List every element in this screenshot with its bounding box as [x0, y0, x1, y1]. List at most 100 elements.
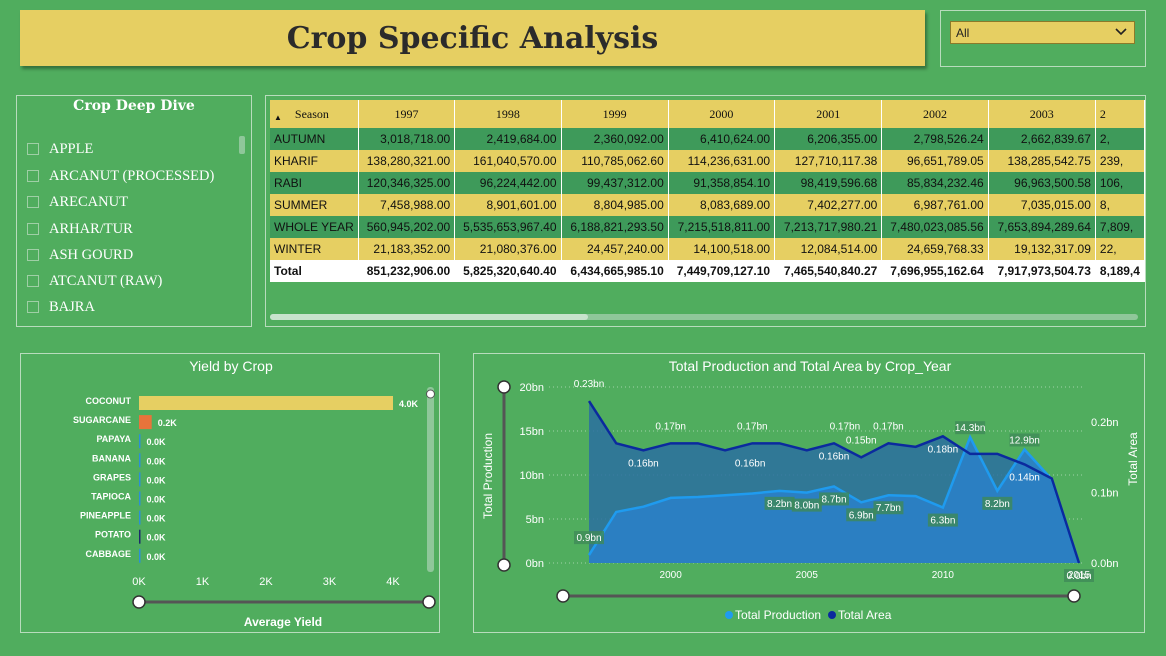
- y-zoom-handle-bottom[interactable]: [497, 558, 511, 572]
- table-cell: 7,653,894,289.64: [988, 216, 1096, 238]
- zoom-slider-handle-start[interactable]: [132, 595, 146, 609]
- table-cell: 106,: [1095, 172, 1145, 194]
- checkbox[interactable]: [27, 170, 39, 182]
- table-cell: 138,285,542.75: [988, 150, 1096, 172]
- slicer-item[interactable]: ATCANUT (RAW): [27, 270, 162, 292]
- data-label-area: 0.17bn: [830, 421, 861, 432]
- year-header[interactable]: 1998: [454, 100, 562, 128]
- label-bg: [764, 496, 795, 510]
- series-line-area[interactable]: [587, 400, 1081, 564]
- scroll-handle[interactable]: [426, 389, 435, 399]
- data-label: 0.0K: [147, 552, 167, 562]
- series-line-production[interactable]: [587, 434, 1081, 564]
- x-tick-label: 2010: [932, 570, 955, 581]
- slicer-item[interactable]: ARCANUT (PROCESSED): [27, 165, 214, 187]
- yield-by-crop-panel: Yield by Crop COCONUT 4.0K SUGARCANE 0.2K PA…: [20, 353, 440, 633]
- y-tick-label: 5bn: [526, 514, 544, 526]
- year-header[interactable]: 1999: [561, 100, 669, 128]
- table-row[interactable]: WINTER 21,183,352.00 21,080,376.00 24,457,2…: [270, 238, 1145, 260]
- chart-title: Total Production and Total Area by Crop_…: [669, 358, 952, 374]
- bar[interactable]: [139, 396, 393, 410]
- table-row[interactable]: WHOLE YEAR 560,945,202.00 5,535,653,967.40…: [270, 216, 1145, 238]
- year-header[interactable]: 2002: [881, 100, 989, 128]
- total-row[interactable]: Total 851,232,906.00 5,825,320,640.40 6,434…: [270, 260, 1145, 282]
- data-label-production: 8.7bn: [819, 492, 849, 506]
- table-cell: 560,945,202.00: [358, 216, 456, 238]
- data-label: 0.0K: [147, 533, 167, 543]
- data-label-production: 8.2bn: [982, 496, 1013, 510]
- table-row[interactable]: AUTUMN 3,018,718.00 2,419,684.00 2,360,092.…: [270, 128, 1145, 150]
- y-zoom-handle-top[interactable]: [497, 380, 511, 394]
- table-cell: 3,018,718.00: [358, 128, 456, 150]
- bar[interactable]: [139, 491, 141, 506]
- table-cell: 5,535,653,967.40: [454, 216, 562, 238]
- x-zoom-handle-end[interactable]: [1067, 589, 1081, 603]
- data-label-area: 0.14bn: [1009, 472, 1040, 483]
- data-label-area: 0.23bn: [574, 379, 605, 390]
- horizontal-scrollbar[interactable]: [270, 314, 1138, 320]
- year-header[interactable]: 2000: [668, 100, 776, 128]
- slicer-item[interactable]: APPLE: [27, 138, 93, 160]
- bar[interactable]: [139, 529, 141, 544]
- checkbox[interactable]: [27, 143, 39, 155]
- bar[interactable]: [139, 510, 141, 525]
- table-cell: 127,710,117.38: [774, 150, 883, 172]
- checkbox[interactable]: [27, 196, 39, 208]
- bar[interactable]: [139, 453, 141, 468]
- checkbox[interactable]: [27, 301, 39, 313]
- year-header[interactable]: 2001: [774, 100, 883, 128]
- year-header[interactable]: 2003: [988, 100, 1096, 128]
- crop-filter-dropdown[interactable]: All: [950, 21, 1135, 44]
- table-cell: 21,080,376.00: [454, 238, 562, 260]
- table-cell: 7,480,023,085.56: [881, 216, 989, 238]
- vertical-scrollbar[interactable]: [427, 387, 434, 572]
- label-bg: [791, 498, 822, 512]
- legend-label-area[interactable]: Total Area: [838, 608, 892, 622]
- y-tick-label: 20bn: [520, 382, 544, 394]
- table-row[interactable]: RABI 120,346,325.00 96,224,442.00 99,437,31…: [270, 172, 1145, 194]
- table-cell: 98,419,596.68: [774, 172, 883, 194]
- table-cell: 7,458,988.00: [358, 194, 456, 216]
- scrollbar-thumb[interactable]: [270, 314, 588, 320]
- data-label-production: 6.3bn: [927, 513, 958, 527]
- slicer-scrollbar[interactable]: [239, 136, 245, 154]
- slicer-item[interactable]: ASH GOURD: [27, 244, 133, 266]
- bar[interactable]: [139, 415, 152, 430]
- year-header[interactable]: 1997: [358, 100, 456, 128]
- bar[interactable]: [139, 472, 141, 487]
- slicer-item[interactable]: ARECANUT: [27, 191, 128, 213]
- x-zoom-handle-start[interactable]: [556, 589, 570, 603]
- sort-asc-icon[interactable]: ▲: [274, 112, 282, 122]
- x-tick-label: 3K: [323, 576, 337, 588]
- zoom-slider-handle-end[interactable]: [422, 595, 436, 609]
- checkbox[interactable]: [27, 275, 39, 287]
- production-area-panel: Total Production and Total Area by Crop_…: [473, 353, 1145, 633]
- bar[interactable]: [139, 434, 141, 449]
- data-label-area: 0.17bn: [737, 421, 768, 432]
- data-label-production: 8.2bn: [764, 496, 795, 510]
- category-label: COCONUT: [86, 396, 132, 406]
- table-row[interactable]: KHARIF 138,280,321.00 161,040,570.00 110,78…: [270, 150, 1145, 172]
- data-label: 0.0K: [147, 514, 167, 524]
- legend-label-production[interactable]: Total Production: [735, 608, 821, 622]
- bar[interactable]: [139, 548, 141, 563]
- x-tick-label: 0K: [132, 576, 146, 588]
- table-cell: 14,100,518.00: [668, 238, 776, 260]
- chevron-down-icon[interactable]: [1114, 24, 1128, 40]
- matrix-corner-header[interactable]: ▲ Season: [270, 100, 359, 128]
- table-row[interactable]: SUMMER 7,458,988.00 8,901,601.00 8,804,985.…: [270, 194, 1145, 216]
- checkbox[interactable]: [27, 249, 39, 261]
- x-tick-label: 2000: [660, 570, 683, 581]
- slicer-item[interactable]: ARHAR/TUR: [27, 218, 133, 240]
- slicer-item[interactable]: BAJRA: [27, 296, 95, 318]
- season-header: Season: [294, 106, 329, 121]
- checkbox[interactable]: [27, 223, 39, 235]
- x-tick-label: 2015: [1068, 570, 1091, 581]
- y2-axis-label: Total Area: [1126, 432, 1140, 486]
- label-text: 12.9bn: [1009, 435, 1040, 446]
- data-label-area: 0.17bn: [873, 421, 904, 432]
- table-cell: 7,215,518,811.00: [668, 216, 776, 238]
- data-label-production: 7.7bn: [873, 501, 904, 515]
- year-header[interactable]: 2: [1095, 100, 1145, 128]
- label-text: 6.3bn: [930, 516, 955, 527]
